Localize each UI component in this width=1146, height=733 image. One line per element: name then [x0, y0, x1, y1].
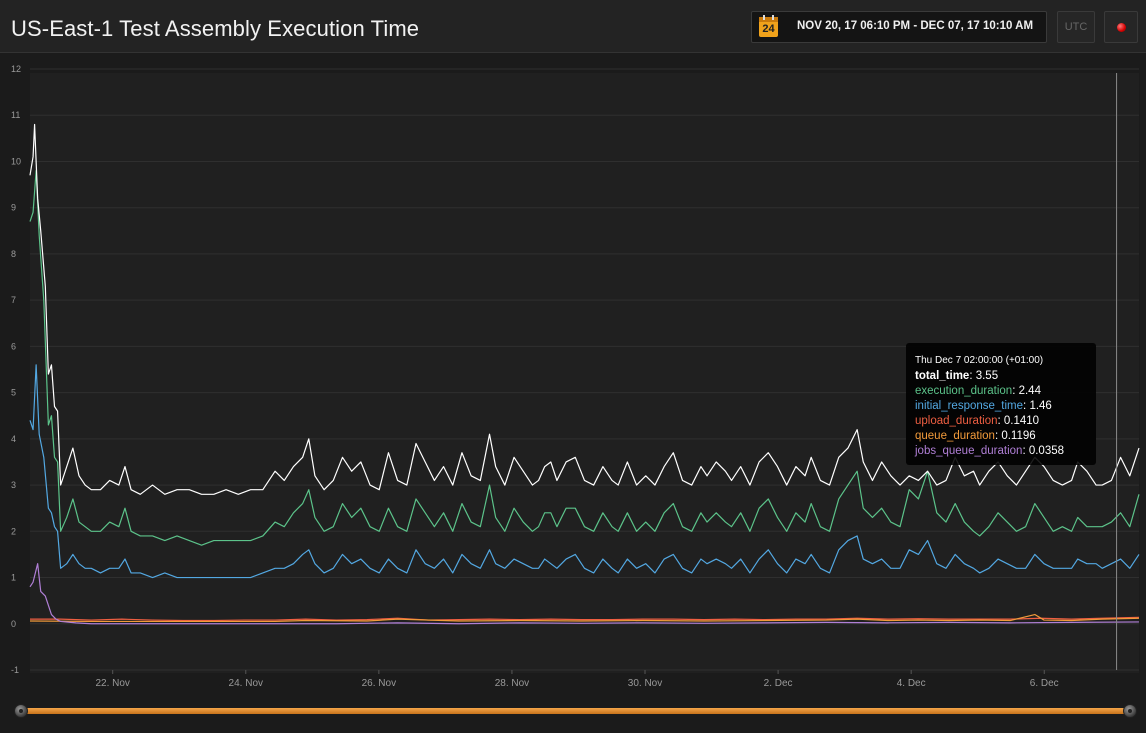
- y-tick-label: 7: [11, 295, 16, 305]
- y-tick-label: 4: [11, 434, 16, 444]
- record-dot-icon: [1117, 23, 1126, 32]
- series-line-initial-response-time[interactable]: [29, 364, 1140, 579]
- y-tick-label: 11: [11, 110, 20, 120]
- hover-tooltip: Thu Dec 7 02:00:00 (+01:00) total_time: …: [906, 343, 1096, 465]
- tooltip-series-name: queue_duration: [915, 430, 995, 442]
- x-axis-ticks: 22. Nov 24. Nov 26. Nov 28. Nov 30. Nov 2. De…: [95, 670, 1059, 689]
- tooltip-row: total_time: 3.55: [915, 370, 999, 382]
- tooltip-row: upload_duration: 0.1410: [915, 415, 1040, 427]
- y-tick-label: 3: [11, 480, 16, 490]
- calendar-icon: 24: [759, 15, 778, 37]
- series-line-total-time[interactable]: [29, 123, 1140, 495]
- y-tick-label: 10: [11, 156, 21, 166]
- tooltip-row: queue_duration: 0.1196: [915, 430, 1036, 442]
- x-tick-label: 28. Nov: [495, 678, 529, 689]
- tooltip-series-name: total_time: [915, 370, 970, 382]
- series-line-execution-duration[interactable]: [29, 170, 1140, 546]
- chart-title: US-East-1 Test Assembly Execution Time: [11, 16, 420, 41]
- y-tick-label: 2: [11, 526, 16, 536]
- tooltip-row: execution_duration: 2.44: [915, 385, 1041, 397]
- y-tick-label: 12: [11, 64, 21, 74]
- tooltip-series-name: jobs_queue_duration: [915, 445, 1023, 457]
- y-tick-label: 9: [11, 203, 16, 213]
- series-lines: [29, 123, 1140, 625]
- calendar-day: 24: [762, 23, 775, 35]
- tooltip-series-name: execution_duration: [915, 385, 1013, 397]
- tooltip-row: jobs_queue_duration: 0.0358: [915, 445, 1065, 457]
- y-tick-label: -1: [11, 665, 19, 675]
- tooltip-date: Thu Dec 7 02:00:00 (+01:00): [915, 355, 1044, 366]
- live-record-button[interactable]: [1104, 11, 1138, 43]
- utc-toggle-button[interactable]: UTC: [1057, 11, 1095, 43]
- series-line-queue-duration[interactable]: [29, 613, 1139, 623]
- tooltip-series-value: 0.0358: [1028, 445, 1065, 457]
- tooltip-series-value: 1.46: [1029, 400, 1052, 412]
- x-tick-label: 2. Dec: [764, 678, 793, 689]
- tooltip-series-value: 3.55: [975, 370, 999, 382]
- tooltip-series-name: upload_duration: [915, 415, 998, 427]
- slider-handle-left-icon[interactable]: [14, 704, 28, 718]
- slider-track[interactable]: [20, 708, 1130, 714]
- x-tick-label: 6. Dec: [1030, 678, 1059, 689]
- dashboard-header: US-East-1 Test Assembly Execution Time 2…: [0, 0, 1146, 53]
- x-tick-label: 26. Nov: [362, 678, 396, 689]
- x-tick-label: 22. Nov: [95, 678, 129, 689]
- series-line-jobs-queue-duration[interactable]: [29, 563, 1139, 625]
- x-tick-label: 30. Nov: [628, 678, 662, 689]
- x-tick-label: 4. Dec: [897, 678, 926, 689]
- time-range-slider[interactable]: [0, 698, 1146, 733]
- date-range-text: NOV 20, 17 06:10 PM - DEC 07, 17 10:10 A…: [797, 20, 1034, 32]
- tooltip-series-value: 0.1196: [1001, 430, 1036, 442]
- y-tick-label: 0: [11, 619, 16, 629]
- y-tick-label: 1: [11, 573, 16, 583]
- series-line-upload-duration[interactable]: [30, 616, 1139, 622]
- y-tick-label: 8: [11, 249, 16, 259]
- tooltip-row: initial_response_time: 1.46: [915, 400, 1052, 412]
- tooltip-series-value: 0.1410: [1003, 415, 1040, 427]
- slider-handle-right-icon[interactable]: [1123, 704, 1137, 718]
- tooltip-series-value: 2.44: [1018, 385, 1041, 397]
- tooltip-series-name: initial_response_time: [915, 400, 1024, 412]
- date-range-picker[interactable]: 24 NOV 20, 17 06:10 PM - DEC 07, 17 10:1…: [751, 11, 1047, 43]
- y-tick-label: 5: [11, 388, 16, 398]
- x-tick-label: 24. Nov: [229, 678, 263, 689]
- y-tick-label: 6: [11, 341, 16, 351]
